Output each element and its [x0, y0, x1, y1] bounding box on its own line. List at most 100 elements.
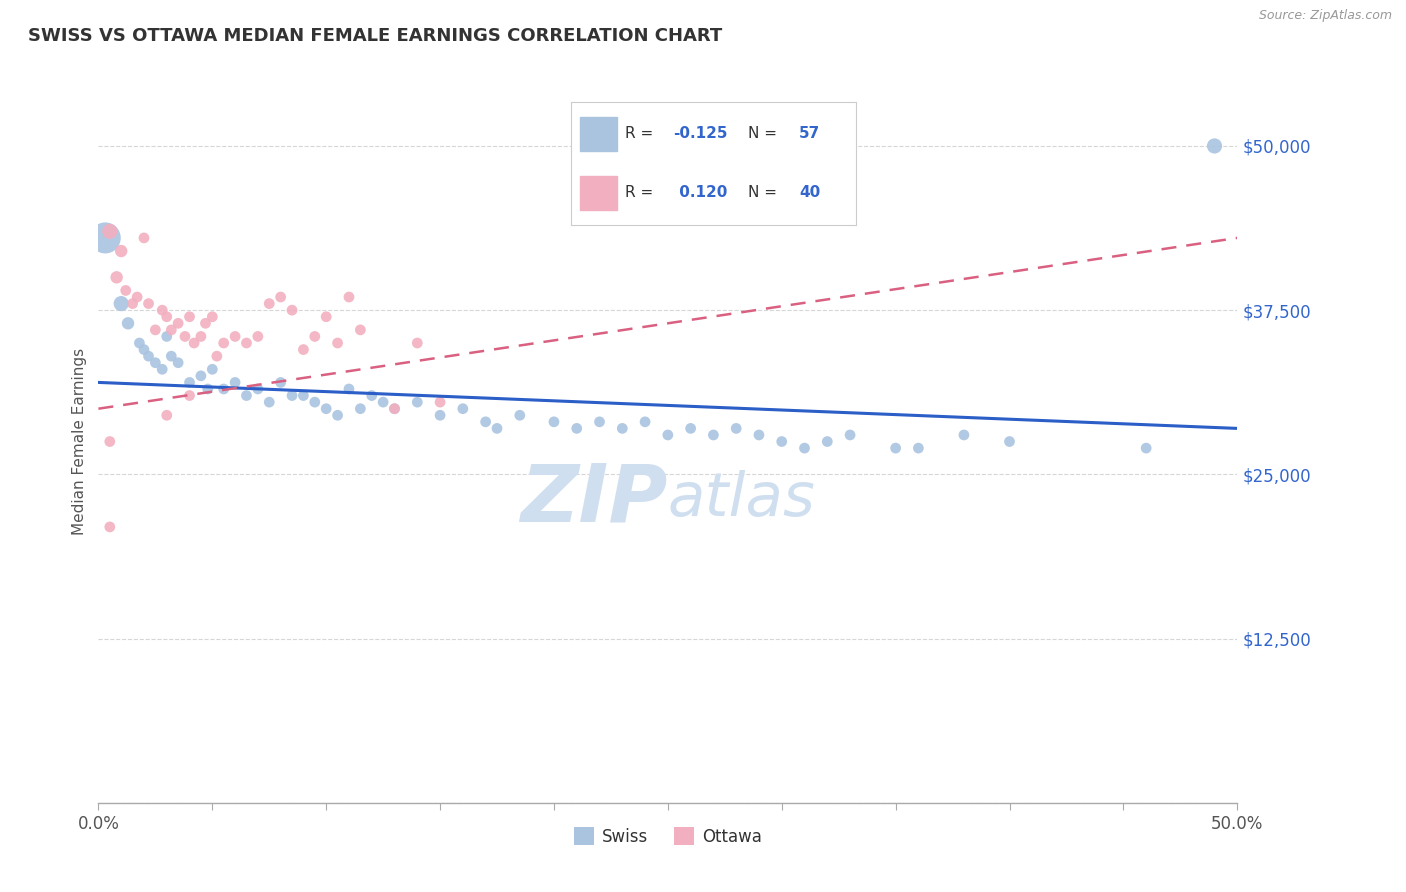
Point	[150, 303, 173, 318]
Point	[588, 415, 610, 429]
Point	[160, 323, 183, 337]
Point	[292, 343, 315, 357]
Point	[117, 316, 139, 330]
Point	[145, 323, 167, 337]
Point	[509, 409, 531, 423]
Point	[292, 388, 315, 402]
Point	[110, 296, 132, 310]
Point	[201, 362, 224, 376]
Point	[451, 401, 474, 416]
Point	[128, 336, 150, 351]
Point	[657, 428, 679, 442]
Text: atlas: atlas	[668, 470, 815, 529]
Point	[406, 395, 429, 409]
Point	[543, 415, 565, 429]
Point	[429, 409, 451, 423]
Point	[337, 382, 360, 396]
Point	[349, 401, 371, 416]
Point	[281, 303, 304, 318]
Point	[150, 362, 173, 376]
Point	[326, 336, 349, 351]
Point	[156, 329, 179, 343]
Point	[702, 428, 724, 442]
Point	[190, 329, 212, 343]
Point	[194, 316, 217, 330]
Point	[201, 310, 224, 324]
Point	[179, 376, 201, 390]
Point	[179, 310, 201, 324]
Point	[94, 231, 117, 245]
Point	[839, 428, 862, 442]
Point	[259, 395, 281, 409]
Point	[246, 382, 269, 396]
Point	[156, 310, 179, 324]
Point	[110, 244, 132, 258]
Point	[429, 395, 451, 409]
Point	[98, 224, 121, 238]
Point	[270, 290, 292, 304]
Point	[212, 382, 235, 396]
Point	[748, 428, 770, 442]
Point	[360, 388, 382, 402]
Point	[371, 395, 394, 409]
Y-axis label: Median Female Earnings: Median Female Earnings	[72, 348, 87, 535]
Point	[127, 290, 149, 304]
Point	[770, 434, 793, 449]
Point	[259, 296, 281, 310]
Text: Source: ZipAtlas.com: Source: ZipAtlas.com	[1258, 9, 1392, 22]
Point	[815, 434, 838, 449]
Point	[304, 329, 326, 343]
Point	[612, 421, 634, 435]
Point	[270, 376, 292, 390]
Point	[998, 434, 1021, 449]
Point	[349, 323, 371, 337]
Point	[907, 441, 929, 455]
Point	[179, 388, 201, 402]
Point	[474, 415, 496, 429]
Legend: Swiss, Ottawa: Swiss, Ottawa	[567, 821, 769, 852]
Point	[145, 356, 167, 370]
Point	[281, 388, 304, 402]
Point	[304, 395, 326, 409]
Point	[884, 441, 907, 455]
Point	[337, 290, 360, 304]
Text: ZIP: ZIP	[520, 460, 668, 539]
Point	[114, 284, 136, 298]
Point	[224, 329, 246, 343]
Point	[565, 421, 588, 435]
Point	[98, 520, 121, 534]
Point	[953, 428, 976, 442]
Point	[138, 349, 160, 363]
Point	[174, 329, 197, 343]
Point	[183, 336, 205, 351]
Point	[384, 401, 406, 416]
Point	[132, 231, 155, 245]
Point	[98, 434, 121, 449]
Point	[160, 349, 183, 363]
Point	[315, 310, 337, 324]
Point	[1135, 441, 1157, 455]
Point	[486, 421, 509, 435]
Point	[725, 421, 748, 435]
Point	[1204, 139, 1226, 153]
Point	[384, 401, 406, 416]
Point	[406, 336, 429, 351]
Point	[105, 270, 128, 285]
Point	[132, 343, 155, 357]
Point	[679, 421, 702, 435]
Point	[138, 296, 160, 310]
Point	[167, 356, 190, 370]
Point	[156, 409, 179, 423]
Point	[197, 382, 219, 396]
Point	[190, 368, 212, 383]
Point	[235, 336, 257, 351]
Point	[167, 316, 190, 330]
Point	[212, 336, 235, 351]
Point	[121, 296, 143, 310]
Point	[246, 329, 269, 343]
Point	[793, 441, 815, 455]
Point	[326, 409, 349, 423]
Point	[315, 401, 337, 416]
Point	[224, 376, 246, 390]
Text: SWISS VS OTTAWA MEDIAN FEMALE EARNINGS CORRELATION CHART: SWISS VS OTTAWA MEDIAN FEMALE EARNINGS C…	[28, 27, 723, 45]
